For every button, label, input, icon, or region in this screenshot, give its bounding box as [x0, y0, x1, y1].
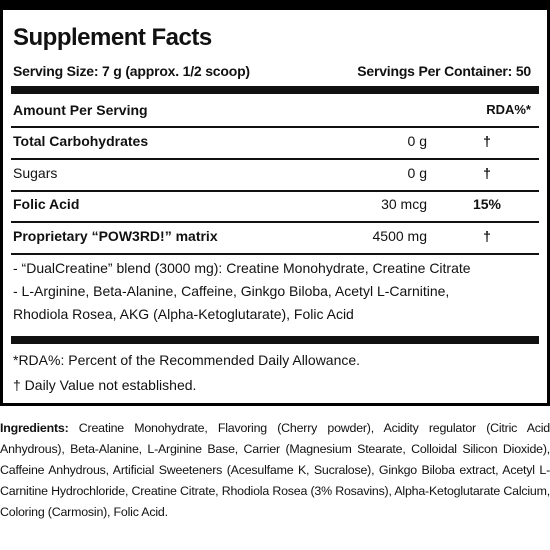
rda-header: RDA%* [486, 102, 531, 117]
nutrient-amount: 0 g [407, 133, 427, 149]
amount-per-serving-label: Amount Per Serving [13, 102, 148, 118]
divider [11, 158, 539, 160]
blend-description: - “DualCreatine” blend (3000 mg): Creati… [13, 257, 537, 326]
nutrient-rda: † [483, 133, 491, 149]
servings-per-container: Servings Per Container: 50 [357, 63, 531, 79]
ingredients-paragraph: Ingredients: Creatine Monohydrate, Flavo… [0, 418, 550, 523]
ingredients-label: Ingredients: [0, 421, 69, 435]
nutrient-rda: 15% [472, 196, 502, 212]
footnote: † Daily Value not established. [13, 377, 197, 393]
ingredients-text: Creatine Monohydrate, Flavoring (Cherry … [0, 421, 550, 519]
nutrient-name: Proprietary “POW3RD!” matrix [13, 228, 218, 244]
nutrient-row: Sugars 0 g † [13, 165, 537, 189]
nutrient-rda: † [483, 165, 491, 181]
nutrient-row: Proprietary “POW3RD!” matrix 4500 mg † [13, 228, 537, 252]
supplement-facts-panel: Supplement Facts Serving Size: 7 g (appr… [0, 0, 550, 406]
nutrient-amount: 4500 mg [372, 228, 427, 244]
nutrient-name: Total Carbohydrates [13, 133, 149, 149]
nutrient-row: Folic Acid 30 mcg 15% [13, 196, 537, 220]
serving-info-row: Serving Size: 7 g (approx. 1/2 scoop) Se… [13, 63, 537, 79]
nutrient-amount: 30 mcg [381, 196, 427, 212]
divider [11, 190, 539, 192]
divider [11, 126, 539, 128]
nutrient-name: Folic Acid [13, 196, 80, 212]
panel-title: Supplement Facts [13, 24, 212, 51]
serving-size: Serving Size: 7 g (approx. 1/2 scoop) [13, 63, 250, 79]
nutrient-name: Sugars [13, 165, 58, 181]
blend-line: Rhodiola Rosea, AKG (Alpha-Ketoglutarate… [13, 306, 354, 322]
nutrient-amount: 0 g [407, 165, 427, 181]
blend-line: - L-Arginine, Beta-Alanine, Caffeine, Gi… [13, 283, 450, 299]
divider-thick [11, 86, 539, 94]
divider [11, 253, 539, 255]
footnote: *RDA%: Percent of the Recommended Daily … [13, 352, 361, 368]
divider [11, 221, 539, 223]
divider-thick [11, 336, 539, 344]
blend-line: - “DualCreatine” blend (3000 mg): Creati… [13, 260, 471, 276]
nutrient-row: Total Carbohydrates 0 g † [13, 133, 537, 157]
amount-per-serving-header: Amount Per Serving RDA%* [13, 102, 537, 126]
footnotes: *RDA%: Percent of the Recommended Daily … [13, 348, 537, 398]
nutrient-rda: † [483, 228, 491, 244]
